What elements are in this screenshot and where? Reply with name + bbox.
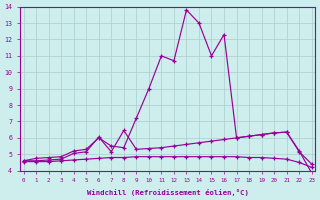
X-axis label: Windchill (Refroidissement éolien,°C): Windchill (Refroidissement éolien,°C) — [87, 189, 249, 196]
